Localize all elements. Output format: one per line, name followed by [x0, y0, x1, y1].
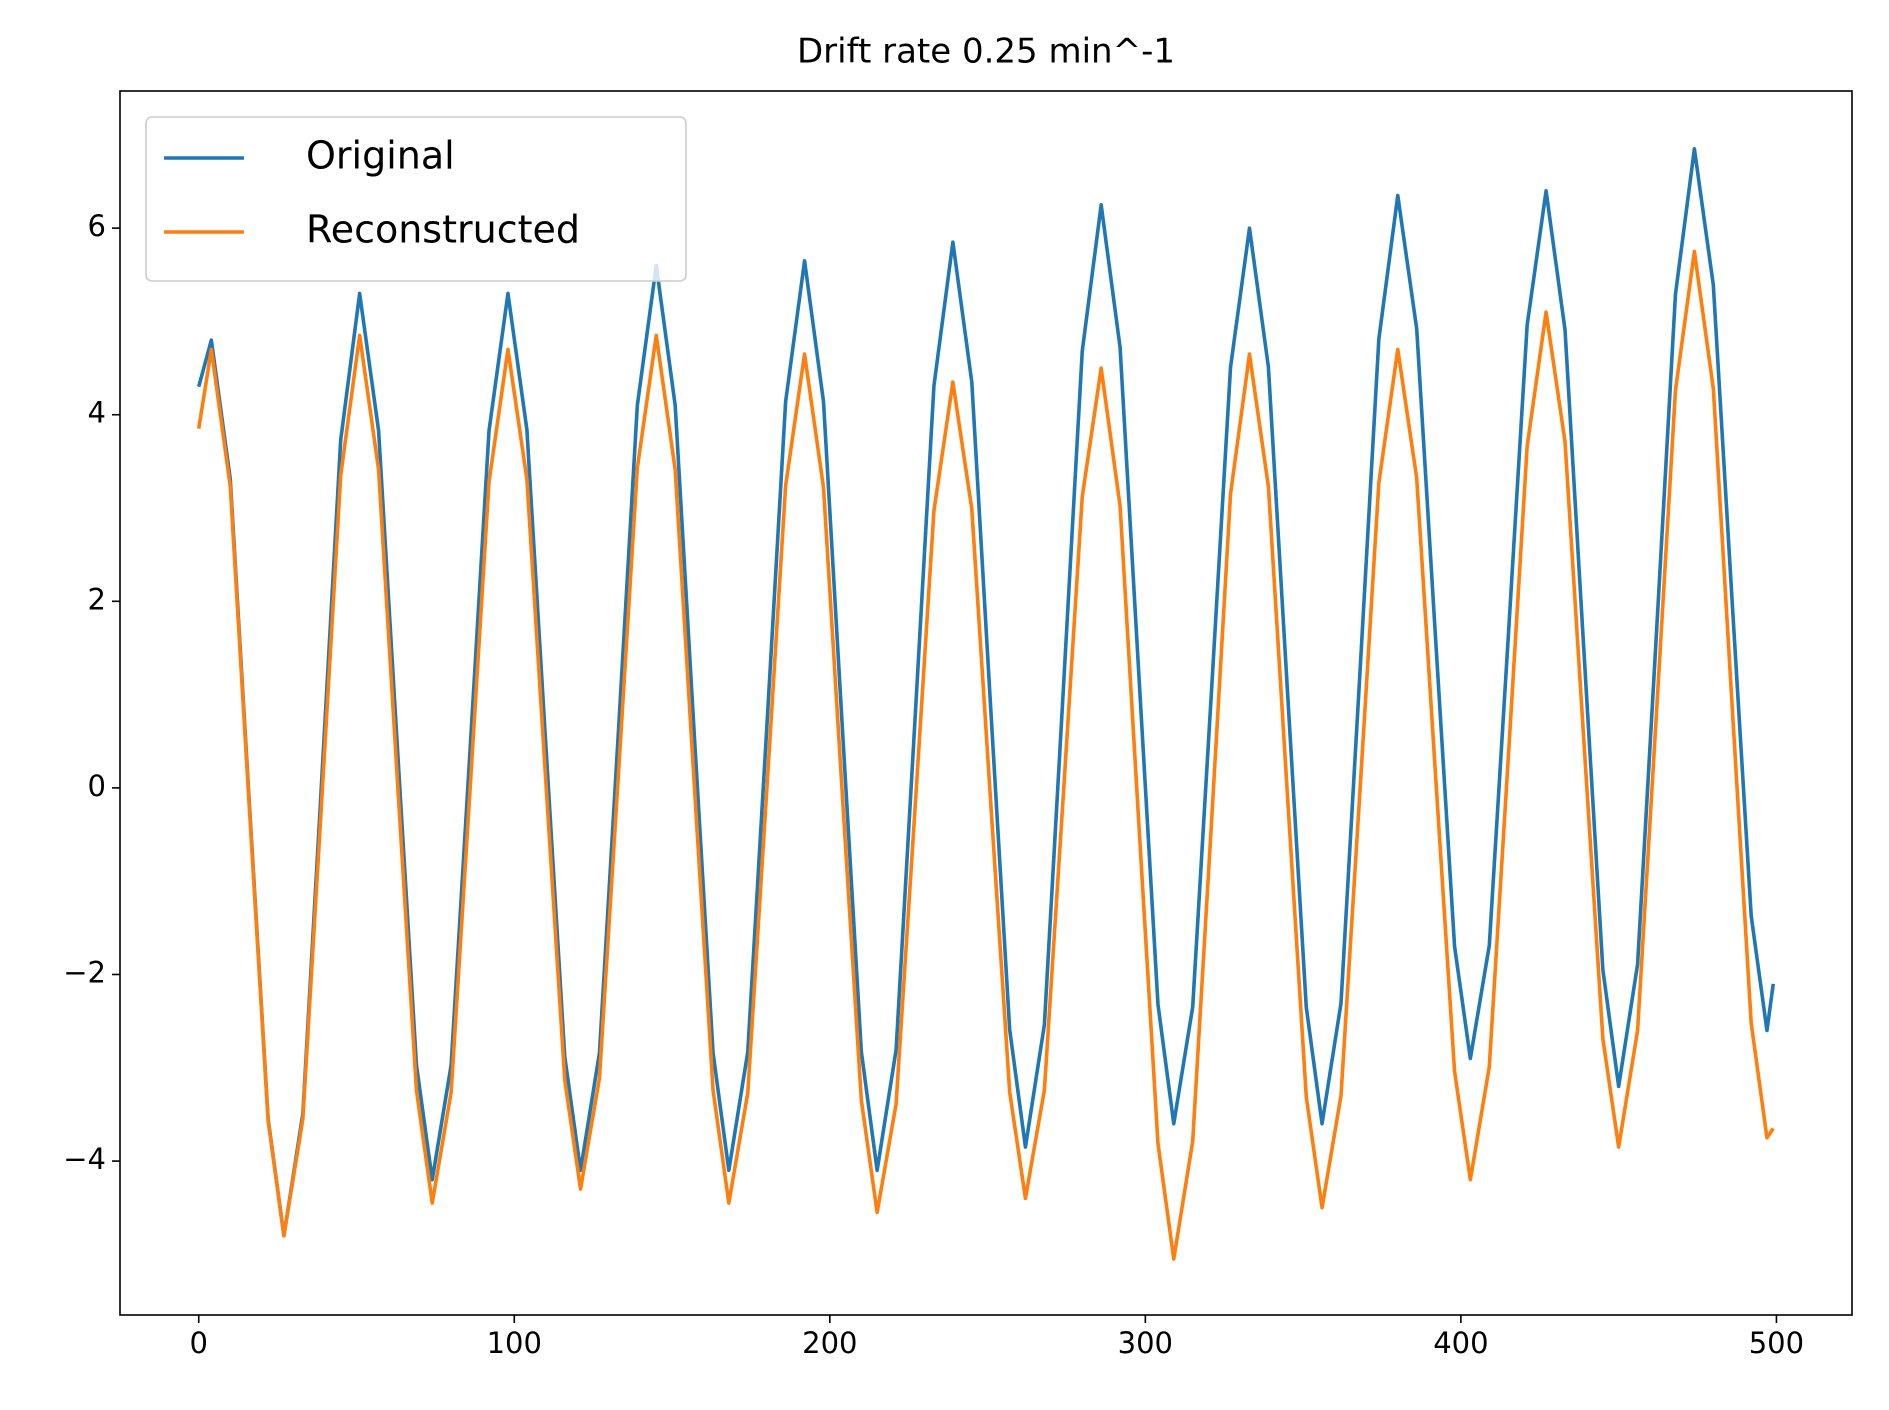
- x-tick-label: 300: [1118, 1326, 1173, 1360]
- chart-title: Drift rate 0.25 min^-1: [797, 32, 1175, 72]
- x-tick-label: 500: [1749, 1326, 1804, 1360]
- legend: Original Reconstructed: [145, 116, 687, 282]
- legend-label: Original: [306, 134, 455, 178]
- legend-box: [145, 116, 687, 282]
- y-tick-label: 6: [88, 209, 106, 243]
- plot-frame: [119, 90, 1853, 1316]
- legend-label: Reconstructed: [306, 208, 580, 252]
- y-tick-label: −4: [63, 1142, 106, 1176]
- y-tick-label: 4: [88, 396, 106, 430]
- y-tick-label: −2: [63, 955, 106, 989]
- x-tick-label: 200: [802, 1326, 857, 1360]
- x-tick-label: 100: [487, 1326, 542, 1360]
- x-tick-label: 400: [1433, 1326, 1488, 1360]
- data-line: [196, 147, 1776, 1238]
- x-tick-label: 0: [190, 1326, 208, 1360]
- y-tick-label: 2: [88, 582, 106, 616]
- data-line: [196, 249, 1775, 1261]
- y-tick-label: 0: [88, 769, 106, 803]
